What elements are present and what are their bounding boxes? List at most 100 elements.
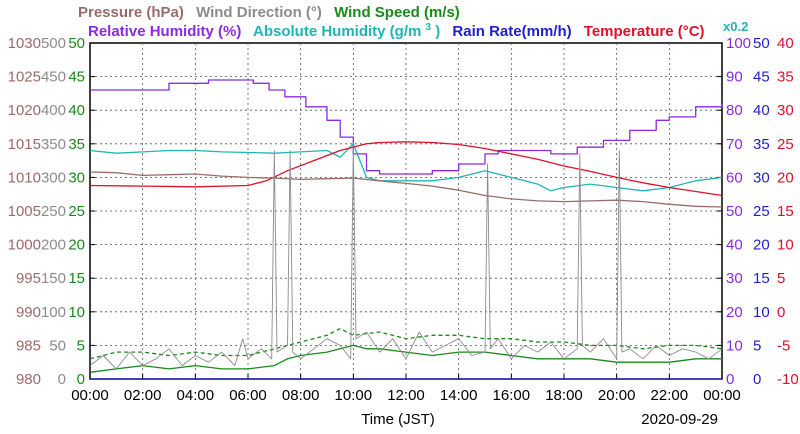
plot-area: 00:00 02:00 04:00 06:00 08:00 10:00 12:00 14:00… [8,35,799,404]
x-tick-label: 22:00 [651,387,689,404]
x-tick-label: 08:00 [282,387,320,404]
y-tick-label-pressure: 1015 [8,136,41,153]
y-tick-label-rain-rate: 25 [753,203,770,220]
y-tick-label-relative-humidity: 60 [726,169,743,186]
y-tick-label-relative-humidity: 0 [726,371,734,388]
y-tick-label-rain-rate: 50 [753,35,770,52]
y-tick-label-rain-rate: 5 [753,337,761,354]
y-tick-label-wind-speed: 5 [77,337,85,354]
y-tick-label-pressure: 1010 [8,169,41,186]
legend-temperature: Temperature (°C) [584,23,705,40]
x-tick-label: 00:00 [703,387,741,404]
y-tick-label-temperature: 25 [777,136,794,153]
y-tick-label-relative-humidity: 80 [726,102,743,119]
y-tick-label-wind-direction: 450 [41,69,66,86]
y-tick-label-relative-humidity: 70 [726,136,743,153]
y-tick-label-wind-direction: 150 [41,270,66,287]
y-tick-label-pressure: 980 [16,371,41,388]
y-tick-label-rain-rate: 0 [753,371,761,388]
legend-pressure: Pressure (hPa) [78,4,184,21]
y-tick-label-wind-speed: 25 [68,203,85,220]
series-wind-speed-gust-m-s [89,327,723,360]
y-tick-label-wind-speed: 20 [68,237,85,254]
y-tick-label-relative-humidity: 50 [726,203,743,220]
svg-text:Relative Humidity (%) Abso: Relative Humidity (%) Absolute Humidity … [88,17,705,40]
y-tick-label-pressure: 1030 [8,35,41,52]
y-tick-label-rain-rate: 40 [753,102,770,119]
series-relative-humidity [90,79,723,175]
y-tick-label-temperature: 40 [777,35,794,52]
y-tick-label-pressure: 995 [16,270,41,287]
y-tick-label-rain-rate: 10 [753,304,770,321]
series-temperature-c [89,141,723,197]
y-tick-label-rain-rate: 20 [753,237,770,254]
svg-text:Pressure (hPa) Wind Direct: Pressure (hPa) Wind Direction (°) Wind S… [78,4,460,21]
y-tick-label-temperature: 35 [777,69,794,86]
y-tick-label-relative-humidity: 40 [726,237,743,254]
x-tick-label: 02:00 [124,387,162,404]
y-tick-label-wind-direction: 350 [41,136,66,153]
y-tick-label-wind-speed: 15 [68,270,85,287]
y-tick-label-temperature: 5 [777,270,785,287]
y-tick-label-temperature: -5 [777,337,790,354]
y-tick-label-pressure: 1020 [8,102,41,119]
y-tick-label-relative-humidity: 10 [726,337,743,354]
y-tick-label-temperature: 10 [777,237,794,254]
y-tick-label-temperature: 20 [777,169,794,186]
series-pressure-hpa [89,171,723,208]
x-tick-label: 00:00 [71,387,109,404]
x-tick-label: 04:00 [177,387,215,404]
y-tick-label-wind-direction: 300 [41,169,66,186]
y-tick-label-temperature: 30 [777,102,794,119]
y-tick-label-wind-direction: 100 [41,304,66,321]
series-absolute-humidity-g-m3 [89,143,723,192]
y-tick-label-wind-direction: 50 [49,337,66,354]
y-tick-label-wind-direction: 500 [41,35,66,52]
series-wind-speed-m-s [89,344,722,373]
y-tick-label-wind-speed: 50 [68,35,85,52]
y-tick-label-temperature: 0 [777,304,785,321]
y-tick-label-wind-speed: 45 [68,69,85,86]
y-tick-label-wind-speed: 30 [68,169,85,186]
x-axis-label: Time (JST) [361,411,435,428]
y-tick-label-pressure: 990 [16,304,41,321]
rain-scale-note: x0.2 [723,19,748,34]
y-tick-label-relative-humidity: 30 [726,270,743,287]
y-tick-label-rain-rate: 30 [753,169,770,186]
legend-wind-direction: Wind Direction (°) [196,4,322,21]
date-label: 2020-09-29 [641,411,718,428]
x-tick-label: 16:00 [493,387,531,404]
legend-wind-speed: Wind Speed (m/s) [334,4,460,21]
legend-absolute-humidity: Absolute Humidity (g/m [253,23,421,40]
y-tick-label-temperature: -10 [777,371,799,388]
y-tick-label-wind-speed: 10 [68,304,85,321]
y-tick-label-wind-direction: 250 [41,203,66,220]
y-tick-label-rain-rate: 35 [753,136,770,153]
y-tick-label-rain-rate: 45 [753,69,770,86]
x-tick-label: 14:00 [440,387,478,404]
y-tick-label-relative-humidity: 100 [726,35,751,52]
x-tick-label: 18:00 [545,387,583,404]
y-tick-label-pressure: 985 [16,337,41,354]
legend-absolute-humidity-sup: 3 [426,22,432,33]
x-tick-label: 10:00 [335,387,373,404]
y-tick-label-wind-speed: 0 [77,371,85,388]
y-tick-label-relative-humidity: 20 [726,304,743,321]
legend-relative-humidity: Relative Humidity (%) [88,23,241,40]
legend-absolute-humidity-suffix: ) [435,23,440,40]
x-tick-label: 12:00 [387,387,425,404]
series-wind-direction [89,146,723,370]
y-tick-label-temperature: 15 [777,203,794,220]
y-tick-label-pressure: 1025 [8,69,41,86]
y-tick-label-wind-direction: 0 [58,371,66,388]
y-tick-label-relative-humidity: 90 [726,69,743,86]
y-tick-label-wind-direction: 200 [41,237,66,254]
y-tick-label-wind-direction: 400 [41,102,66,119]
y-tick-label-pressure: 1000 [8,237,41,254]
x-tick-label: 20:00 [598,387,636,404]
y-tick-label-pressure: 1005 [8,203,41,220]
legend-rain-rate: Rain Rate(mm/h) [452,23,571,40]
y-tick-label-rain-rate: 15 [753,270,770,287]
x-tick-label: 06:00 [229,387,267,404]
y-tick-label-wind-speed: 35 [68,136,85,153]
